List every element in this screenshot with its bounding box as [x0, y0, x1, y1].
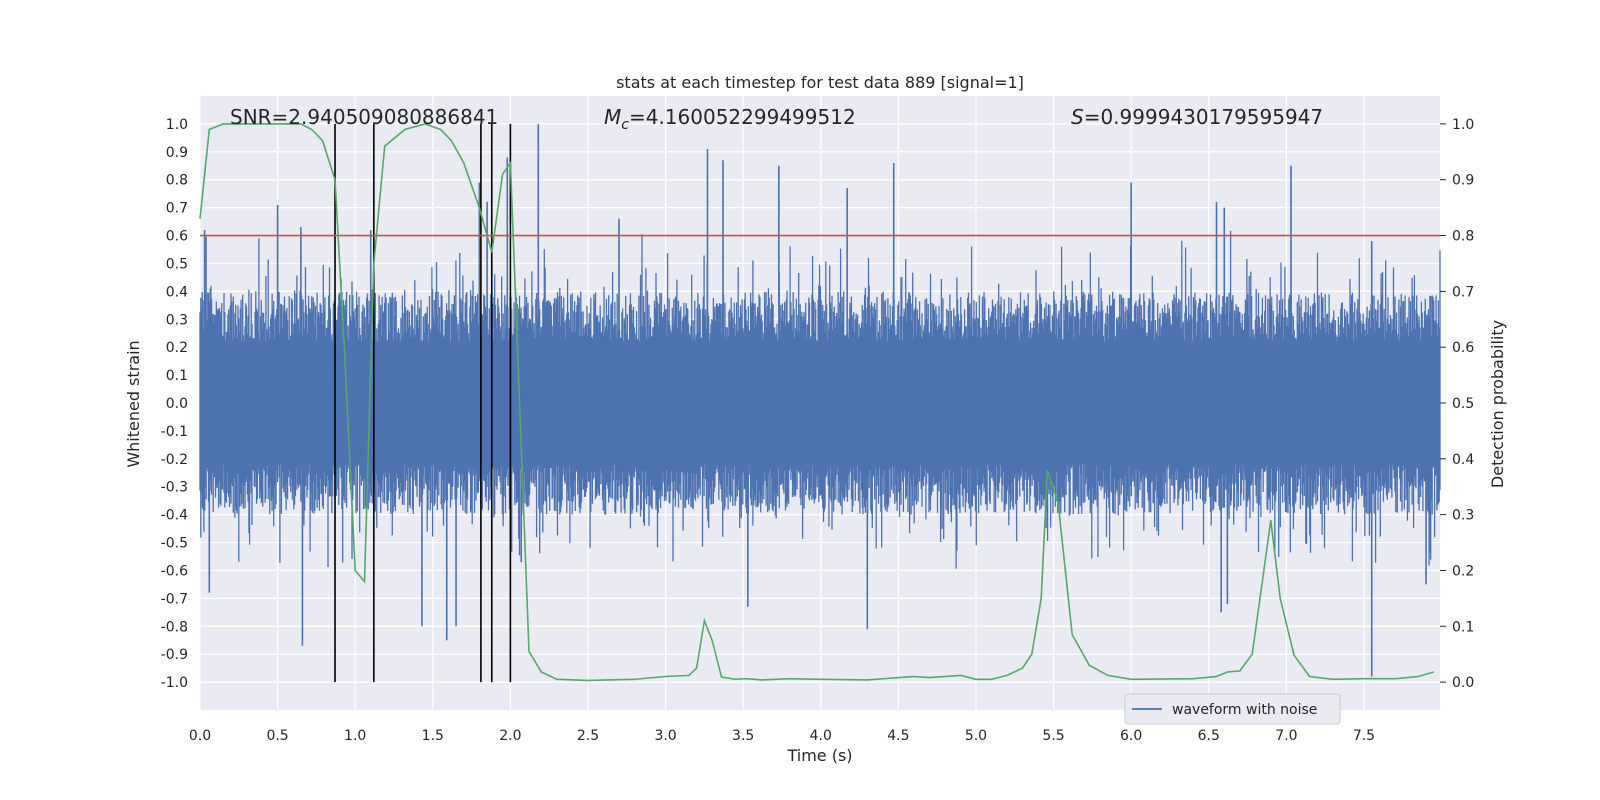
detection-probability-line	[199, 123, 1435, 682]
x-tick-label: 3.5	[732, 728, 754, 744]
y-tick-label: 1.0	[166, 117, 188, 133]
y-tick-label: 0.8	[166, 173, 188, 189]
x-tick-label: 6.0	[1120, 728, 1142, 744]
x-tick-label: 5.0	[965, 728, 987, 744]
s-symbol: S	[1071, 105, 1084, 129]
s-annotation: S=0.9999430179595947	[1071, 105, 1323, 129]
y2-tick-label: 0.2	[1452, 563, 1474, 579]
y-tick-label: -0.9	[161, 647, 188, 663]
y2-tick-label: 0.4	[1452, 452, 1474, 468]
waveform-series	[199, 123, 1441, 677]
y2-tick-label: 0.8	[1452, 229, 1474, 245]
y2-tick-label: 0.7	[1452, 284, 1474, 300]
y-tick-label: -0.7	[161, 591, 188, 607]
x-tick-label: 0.5	[266, 728, 288, 744]
y-tick-label: 0.0	[166, 396, 188, 412]
s-value: =0.9999430179595947	[1084, 105, 1323, 129]
y2-tick-label: 0.1	[1452, 619, 1474, 635]
x-tick-label: 4.5	[887, 728, 909, 744]
chirp-mass-symbol: M	[604, 105, 621, 129]
x-tick-label: 3.0	[654, 728, 676, 744]
x-tick-label: 2.5	[577, 728, 599, 744]
x-tick-label: 7.5	[1353, 728, 1375, 744]
y-tick-label: 0.9	[166, 145, 188, 161]
x-tick-label: 2.0	[499, 728, 521, 744]
y2-axis-ticks: 0.0 0.1 0.2 0.3 0.4 0.5 0.6 0.7 0.8 0.9 1.0	[1440, 117, 1474, 691]
y2-tick-label: 0.0	[1452, 675, 1474, 691]
y-tick-label: 0.5	[166, 256, 188, 272]
vertical-markers	[334, 123, 512, 683]
y-tick-label: -0.5	[161, 536, 188, 552]
y-tick-label: 0.4	[166, 284, 188, 300]
legend-label: waveform with noise	[1172, 702, 1317, 718]
x-tick-label: 1.5	[422, 728, 444, 744]
snr-annotation: SNR=2.940509080886841	[230, 105, 498, 129]
y2-axis-label: Detection probability	[1488, 320, 1507, 488]
y-tick-label: 0.3	[166, 312, 188, 328]
y-axis-ticks: -1.0 -0.9 -0.8 -0.7 -0.6 -0.5 -0.4 -0.3 -0.2 -0.1…	[161, 117, 188, 691]
legend-box	[1124, 693, 1341, 725]
y-tick-label: 0.6	[166, 229, 188, 245]
y-axis-label: Whitened strain	[124, 340, 143, 467]
y-tick-label: -0.4	[161, 508, 188, 524]
x-tick-label: 4.0	[810, 728, 832, 744]
chart-title: stats at each timestep for test data 889…	[616, 73, 1024, 92]
legend: waveform with noise	[1124, 693, 1341, 725]
y2-tick-label: 0.5	[1452, 396, 1474, 412]
y-tick-label: -0.8	[161, 619, 188, 635]
waveform-core-band	[200, 341, 1440, 465]
y-tick-label: 0.1	[166, 368, 188, 384]
y-tick-label: 0.2	[166, 340, 188, 356]
x-axis-label: Time (s)	[786, 746, 852, 765]
chirp-mass-annotation: Mc=4.160052299499512	[604, 105, 856, 133]
y2-tick-label: 1.0	[1452, 117, 1474, 133]
chirp-mass-subscript: c	[621, 117, 629, 133]
y-tick-label: -0.2	[161, 452, 188, 468]
y-tick-label: -0.6	[161, 563, 188, 579]
y-tick-label: -1.0	[161, 675, 188, 691]
y2-tick-label: 0.9	[1452, 173, 1474, 189]
y-tick-label: -0.1	[161, 424, 188, 440]
x-axis-ticks: 0.0 0.5 1.0 1.5 2.0 2.5 3.0 3.5 4.0 4.5 5.0 5.5 6.0 6…	[189, 728, 1375, 744]
chirp-mass-value: =4.160052299499512	[629, 105, 856, 129]
x-tick-label: 7.0	[1275, 728, 1297, 744]
x-tick-label: 0.0	[189, 728, 211, 744]
y2-tick-label: 0.3	[1452, 508, 1474, 524]
y-tick-label: -0.3	[161, 480, 188, 496]
x-tick-label: 6.5	[1198, 728, 1220, 744]
y2-tick-label: 0.6	[1452, 340, 1474, 356]
x-tick-label: 1.0	[344, 728, 366, 744]
x-tick-label: 5.5	[1042, 728, 1064, 744]
y-tick-label: 0.7	[166, 201, 188, 217]
